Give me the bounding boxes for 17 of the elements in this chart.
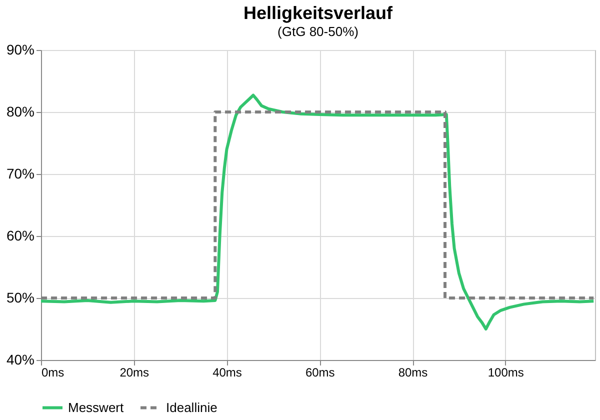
x-tick-label: 80ms <box>398 366 428 380</box>
legend-label: Ideallinie <box>166 400 218 415</box>
x-tick-label: 20ms <box>120 366 150 380</box>
x-tick-label: 100ms <box>488 366 524 380</box>
line-series <box>41 94 595 330</box>
legend-label: Messwert <box>68 400 124 415</box>
y-tick-label: 80% <box>6 104 34 120</box>
x-tick-label: 60ms <box>305 366 335 380</box>
y-tick-label: 90% <box>6 42 34 58</box>
x-tick-label: 40ms <box>212 366 242 380</box>
y-tick-label: 40% <box>6 352 34 368</box>
y-tick-label: 70% <box>6 166 34 182</box>
chart-title: Helligkeitsverlauf <box>243 3 394 23</box>
x-tick-label: 0ms <box>42 366 64 380</box>
y-tick-label: 60% <box>6 228 34 244</box>
chart-subtitle: (GtG 80-50%) <box>278 24 358 39</box>
y-tick-label: 50% <box>6 290 34 306</box>
